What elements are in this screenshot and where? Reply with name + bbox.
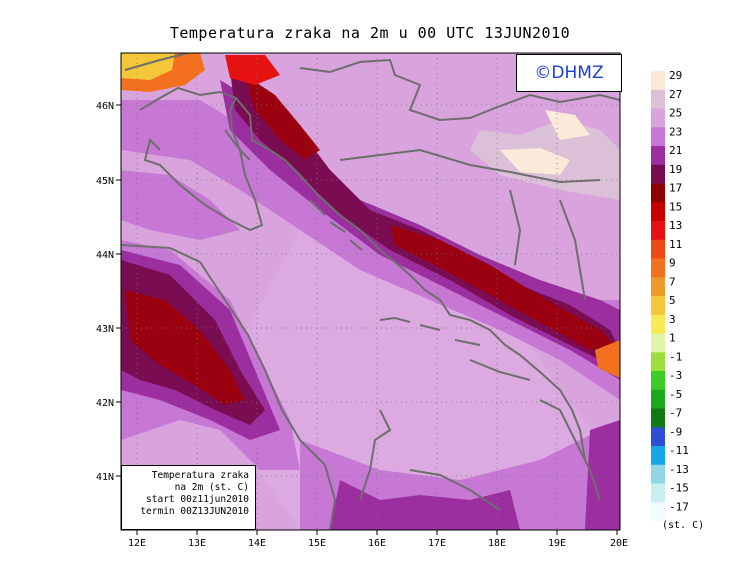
legend-swatch [651,427,665,447]
legend-label: -3 [669,369,682,382]
legend-label: 27 [669,88,682,101]
legend-label: -9 [669,425,682,438]
axis-ticks [116,104,618,535]
legend-unit: (st. C) [662,520,704,531]
legend-label: -13 [669,463,689,476]
legend-swatch [651,183,665,203]
legend-swatch [651,89,665,109]
legend-swatch [651,239,665,259]
lon-label: 15E [308,538,326,549]
legend-swatch [651,314,665,334]
lon-label: 14E [248,538,266,549]
legend-swatch [651,146,665,166]
lat-label: 46N [96,101,114,112]
legend-label: -11 [669,444,689,457]
legend-label: 23 [669,125,682,138]
copyright-label: ©DHMZ [516,54,622,92]
legend-label: 5 [669,294,676,307]
lat-label: 41N [96,472,114,483]
info-line: start 00z11jun2010 [146,494,249,505]
legend-label: 25 [669,107,682,120]
legend-swatch [651,277,665,297]
lon-label: 13E [188,538,206,549]
legend-label: 11 [669,238,682,251]
lon-label: 17E [428,538,446,549]
lon-label: 16E [368,538,386,549]
temperature-field [121,53,620,530]
lat-label: 43N [96,324,114,335]
legend-label: -5 [669,388,682,401]
legend-swatch [651,389,665,409]
legend-label: 9 [669,257,676,270]
legend-swatch [651,127,665,147]
legend-swatch [651,71,665,91]
legend-swatch [651,371,665,391]
lon-label: 19E [548,538,566,549]
legend-swatch [651,221,665,241]
lat-label: 44N [96,250,114,261]
legend-label: -15 [669,482,689,495]
legend-label: 29 [669,69,682,82]
legend-swatch [651,258,665,278]
lon-label: 20E [610,538,628,549]
legend-swatch [651,446,665,466]
legend-swatch [651,202,665,222]
legend-swatch [651,164,665,184]
legend-swatch [651,483,665,503]
lat-label: 42N [96,398,114,409]
legend-label: 13 [669,219,682,232]
coastlines [121,53,620,530]
lon-label: 12E [128,538,146,549]
legend-swatch [651,296,665,316]
graticule [121,53,620,530]
legend-label: 19 [669,163,682,176]
map-title: Temperatura zraka na 2m u 00 UTC 13JUN20… [169,24,571,42]
legend-swatch [651,408,665,428]
legend-label: 21 [669,144,682,157]
legend-swatch [651,333,665,353]
info-line: termin 00Z13JUN2010 [140,506,249,517]
legend-label: 3 [669,313,676,326]
legend-label: 1 [669,332,676,345]
lon-label: 18E [488,538,506,549]
color-legend: 29 27 25 23 21 19 17 15 13 11 9 7 5 3 1 -1 -3 -5 -7 -9 -11 -1… [651,69,689,522]
legend-label: -1 [669,350,682,363]
legend-label: 7 [669,275,676,288]
legend-label: 15 [669,200,682,213]
legend-swatch [651,108,665,128]
legend-swatch [651,352,665,372]
legend-label: -17 [669,500,689,513]
info-box: Temperatura zraka na 2m (st. C) start 00… [121,465,256,530]
info-line: na 2m (st. C) [174,482,249,493]
legend-label: -7 [669,407,682,420]
legend-swatch [651,502,665,522]
lat-label: 45N [96,176,114,187]
info-line: Temperatura zraka [151,470,249,481]
legend-swatch [651,464,665,484]
legend-label: 17 [669,182,682,195]
